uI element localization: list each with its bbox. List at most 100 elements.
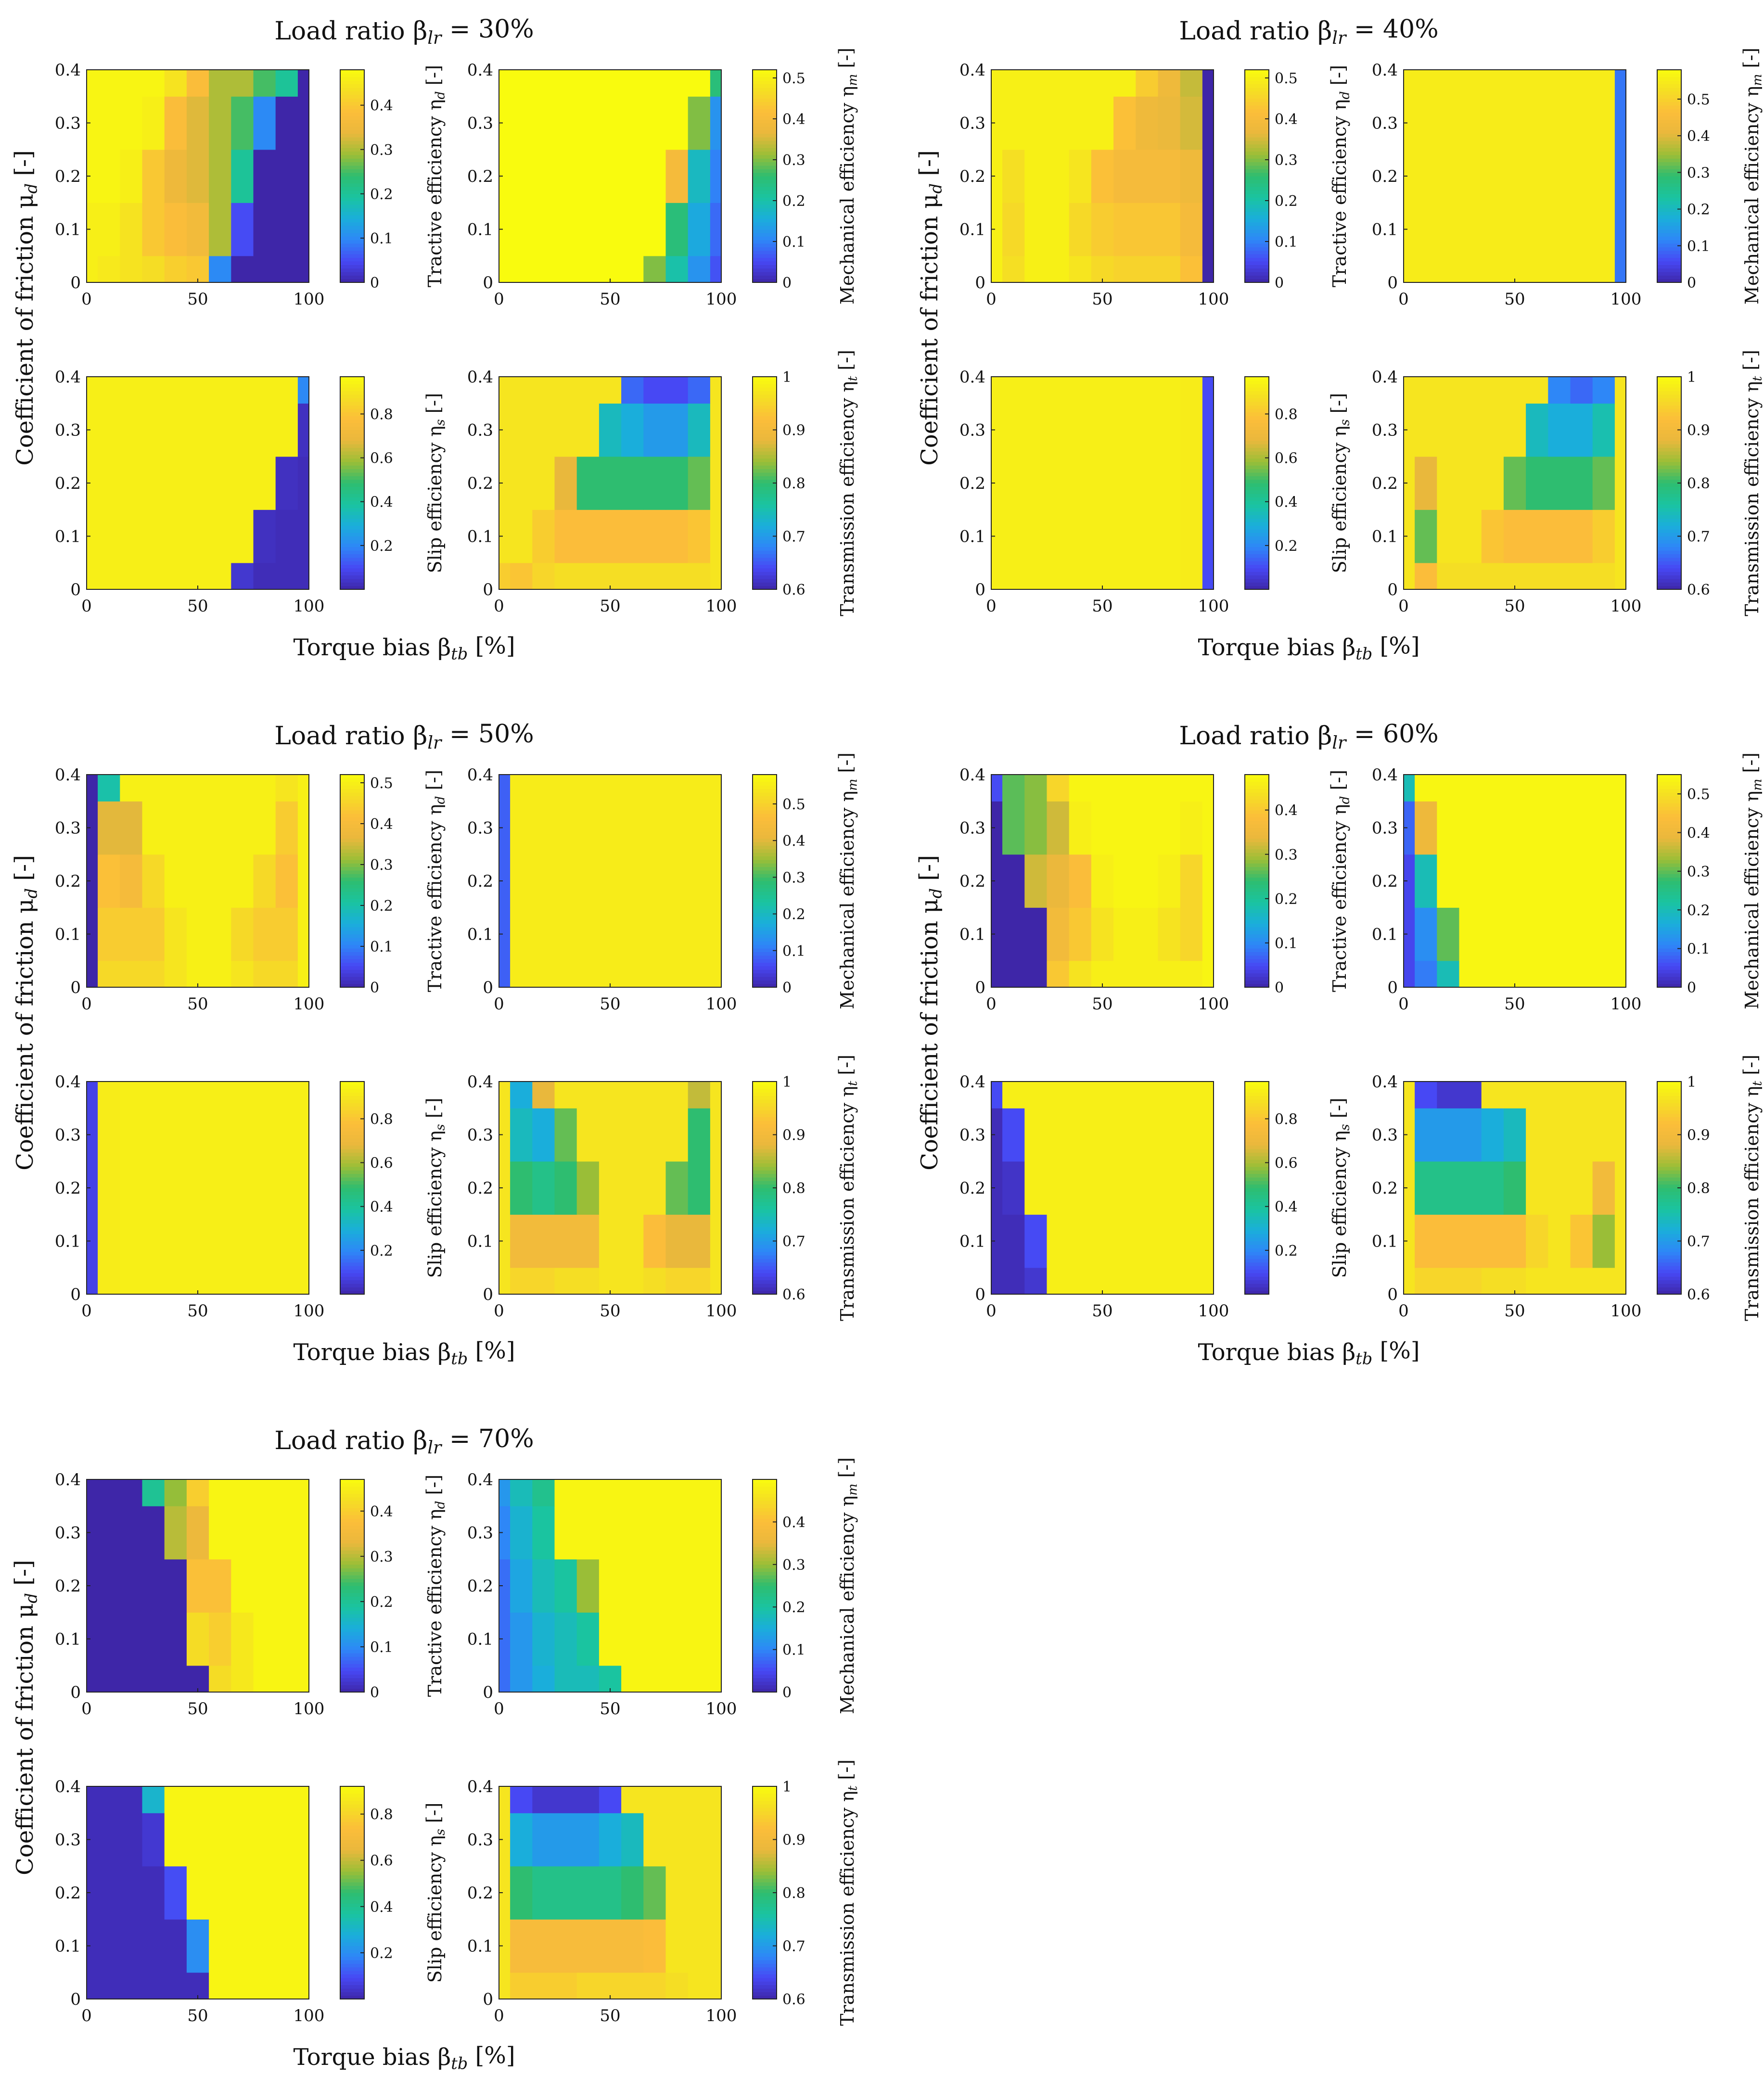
- label-part: 0.3: [1372, 1126, 1398, 1145]
- colorbar-segment: [753, 1202, 777, 1206]
- colorbar-tick-label: 0.8: [370, 1807, 393, 1823]
- colorbar-segment: [1245, 1085, 1269, 1089]
- heatmap-cell: [1069, 203, 1092, 256]
- colorbar-segment: [1657, 1181, 1681, 1185]
- heatmap-cell: [532, 377, 555, 404]
- colorbar-segment: [340, 1670, 364, 1675]
- colorbar-segment: [753, 841, 777, 846]
- label-part: 0.2: [467, 1179, 493, 1198]
- label-part: 0.8: [1687, 475, 1710, 492]
- colorbar-segment: [340, 1793, 364, 1797]
- colorbar-tick-label: 0.8: [782, 475, 805, 492]
- colorbar-segment: [1657, 1177, 1681, 1181]
- colorbar-segment: [1657, 1148, 1681, 1153]
- heatmap-cell: [186, 1479, 209, 1506]
- x-tick-label: 100: [294, 2006, 325, 2025]
- colorbar-segment: [340, 828, 364, 832]
- label-part: 100: [1611, 290, 1642, 309]
- heatmap-cell: [297, 203, 309, 256]
- colorbar-segment: [1245, 461, 1269, 466]
- colorbar-segment: [1657, 500, 1681, 505]
- heatmap-cell: [297, 1813, 309, 1867]
- label-part: 50: [1504, 1301, 1525, 1321]
- x-tick-label: 100: [294, 1301, 325, 1321]
- label-part: 0.1: [55, 925, 81, 944]
- colorbar-segment: [753, 1234, 777, 1238]
- colorbar-segment: [340, 1205, 364, 1210]
- colorbar-segment: [753, 1156, 777, 1160]
- colorbar-segment: [340, 1885, 364, 1890]
- heatmap-cell: [532, 907, 555, 961]
- heatmap-cell: [142, 854, 165, 908]
- heatmap-cell: [554, 775, 577, 802]
- x-tick-label: 50: [1504, 290, 1525, 309]
- colorbar-segment: [1245, 387, 1269, 392]
- label-part: 1: [782, 369, 792, 386]
- heatmap-cell: [1503, 1108, 1526, 1162]
- heatmap-cell: [297, 1108, 309, 1162]
- colorbar-segment: [1657, 863, 1681, 867]
- x-tick-label: 50: [187, 994, 208, 1014]
- colorbar-segment: [1657, 845, 1681, 850]
- heatmap-cell: [186, 801, 209, 855]
- chart-group-1: Load ratio βlr = 30%Coefficient of frict…: [10, 15, 860, 663]
- heatmap-cell: [1047, 1267, 1070, 1295]
- heatmap-cell: [1180, 1108, 1203, 1162]
- heatmap-cell: [1024, 1108, 1048, 1162]
- heatmap-cell: [510, 854, 533, 908]
- heatmap-cell: [510, 403, 533, 457]
- heatmap-cell: [532, 96, 555, 150]
- heatmap-cell: [1459, 377, 1482, 404]
- heatmap-cell: [142, 1665, 165, 1693]
- heatmap-cell: [120, 1786, 143, 1813]
- heatmap-cell: [98, 562, 120, 590]
- heatmap-cell: [599, 960, 622, 988]
- colorbar-segment: [340, 550, 364, 554]
- heatmap-cell: [1069, 1108, 1092, 1162]
- heatmap-cell: [142, 1786, 165, 1813]
- heatmap-cell: [599, 456, 622, 510]
- heatmap-cell: [1481, 255, 1504, 283]
- colorbar-segment: [1245, 1127, 1269, 1132]
- colorbar-segment: [1657, 387, 1681, 392]
- colorbar-segment: [1245, 148, 1269, 152]
- label-part: Mechanical efficiency η: [837, 86, 858, 305]
- heatmap-cell: [499, 1559, 511, 1613]
- heatmap-cell: [621, 1813, 644, 1867]
- heatmap-cell: [186, 562, 209, 590]
- label-part: 0.8: [782, 1885, 805, 1902]
- heatmap-cell: [164, 1559, 187, 1613]
- subscript: d: [926, 888, 945, 899]
- colorbar-segment: [1245, 980, 1269, 984]
- colorbar-segment: [753, 572, 777, 576]
- colorbar-segment: [753, 1248, 777, 1252]
- heatmap-cell: [1404, 509, 1415, 563]
- label-part: 0: [70, 1683, 81, 1702]
- label-part: 0.5: [782, 70, 805, 87]
- label-part: 0.4: [1372, 1072, 1398, 1092]
- y-tick-label: 0: [70, 1285, 81, 1304]
- y-tick-label: 0.4: [55, 1072, 81, 1092]
- heatmap-cell: [1437, 96, 1460, 150]
- colorbar-segment: [753, 169, 777, 173]
- colorbar-segment: [753, 838, 777, 842]
- heatmap-cell: [1136, 96, 1159, 150]
- colorbar-segment: [1245, 539, 1269, 544]
- label-part: 0: [494, 1699, 504, 1719]
- heatmap-cell: [1415, 70, 1437, 97]
- y-tick-label: 0.3: [467, 114, 493, 133]
- subscript: m: [1750, 74, 1764, 86]
- label-part: 100: [706, 2006, 737, 2025]
- heatmap-cell: [499, 907, 511, 961]
- heatmap-cell: [1404, 960, 1415, 988]
- colorbar-segment: [340, 1829, 364, 1833]
- colorbar-segment: [340, 962, 364, 967]
- colorbar-segment: [753, 211, 777, 216]
- heatmap-cell: [1047, 1214, 1070, 1268]
- heatmap-cell: [1404, 203, 1415, 256]
- heatmap-cell: [1548, 456, 1571, 510]
- colorbar-segment: [753, 179, 777, 184]
- colorbar-segment: [1657, 785, 1681, 789]
- label-part: 100: [1611, 597, 1642, 616]
- colorbar-segment: [1657, 1124, 1681, 1128]
